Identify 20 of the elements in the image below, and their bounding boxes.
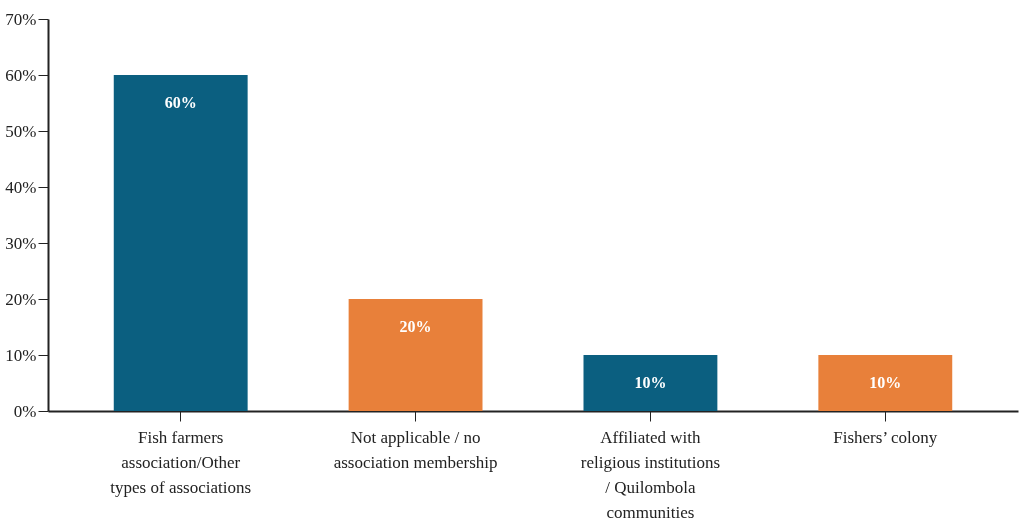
y-tick-label: 40% — [5, 177, 37, 197]
data-label: 60% — [164, 94, 197, 111]
data-label: 10% — [869, 374, 902, 391]
bar — [113, 75, 248, 411]
y-tick-label: 50% — [5, 121, 37, 141]
x-tick-label: Fishers’ colony — [833, 427, 938, 447]
y-tick-label: 30% — [5, 233, 37, 253]
y-tick-label: 70% — [5, 9, 37, 29]
bar — [583, 355, 718, 411]
x-tick-label: Not applicable / no association membership — [333, 427, 498, 472]
data-label: 20% — [399, 318, 432, 335]
x-tick-label: Affiliated with religious institutions / Quilombola communities — [580, 427, 721, 522]
data-label: 10% — [634, 374, 667, 391]
y-tick-label: 60% — [5, 65, 37, 85]
bar — [818, 355, 953, 411]
x-tick-label: Fish farmers association/Other types of associations — [110, 427, 252, 497]
y-tick-label: 0% — [13, 401, 37, 421]
y-tick-label: 10% — [5, 345, 37, 365]
y-tick-label: 20% — [5, 289, 37, 309]
bar — [348, 299, 483, 411]
